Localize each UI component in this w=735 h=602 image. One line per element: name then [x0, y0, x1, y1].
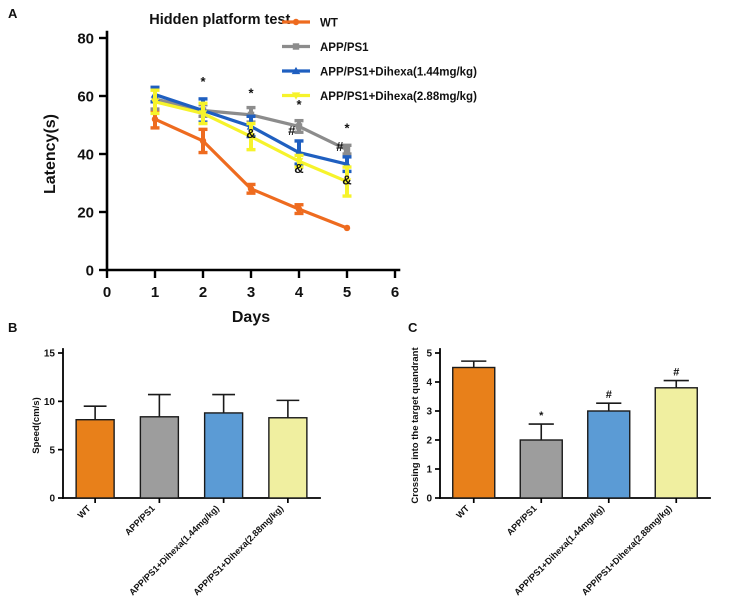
legend-label: WT	[320, 18, 338, 30]
significance-marker: #	[606, 389, 612, 401]
x-tick-label: 2	[199, 284, 207, 301]
series-4	[150, 88, 352, 198]
data-point-marker	[246, 133, 256, 141]
panel-c-y-axis-title: Crossing into the target quandrant	[410, 347, 421, 504]
y-tick-label: 5	[426, 349, 432, 360]
significance-marker: #	[288, 123, 296, 138]
bar[interactable]	[139, 416, 180, 499]
bar-group-2: APP/PS1	[123, 393, 180, 537]
y-tick-label: 0	[49, 494, 55, 505]
x-tick-label: WT	[76, 503, 93, 520]
data-point-marker	[342, 178, 352, 186]
legend-item-2: APP/PS1	[282, 42, 369, 54]
panel-a-svg: Hidden platform test 0 20 40 60 80 0 1 2 3 4 5 6 Late…	[42, 12, 477, 326]
y-tick-label: 2	[426, 436, 432, 447]
panel-letter-c: C	[408, 320, 418, 335]
significance-marker: #	[336, 139, 344, 154]
data-point-marker	[199, 137, 207, 145]
significance-marker: &	[294, 161, 303, 176]
y-tick-label: 80	[77, 31, 94, 48]
x-tick-label: 5	[343, 284, 351, 301]
bar[interactable]	[587, 410, 631, 499]
significance-marker: *	[248, 85, 254, 100]
bar-group-1: WT	[452, 360, 496, 520]
panel-c-svg: 0 1 2 3 4 5 Crossing into the target quandrant…	[410, 347, 711, 597]
legend-item-4: APP/PS1+Dihexa(2.88mg/kg)	[282, 91, 477, 103]
y-tick-label: 5	[49, 445, 55, 456]
x-tick-label: 0	[103, 284, 111, 301]
panel-c-plot: 0 1 2 3 4 5 Crossing into the target quandrant…	[410, 347, 711, 597]
bar[interactable]	[654, 387, 698, 499]
data-point-marker	[247, 185, 255, 193]
significance-marker: *	[296, 97, 302, 112]
legend-label: APP/PS1	[320, 42, 369, 54]
y-tick-label: 10	[44, 397, 56, 408]
data-point-marker	[151, 115, 159, 123]
bar[interactable]	[75, 418, 115, 499]
circle-marker	[292, 18, 300, 26]
significance-marker: *	[344, 120, 350, 135]
data-point-marker	[295, 123, 303, 130]
significance-marker: &	[342, 172, 351, 187]
panel-c-bar-chart: 0 1 2 3 4 5 Crossing into the target quandrant…	[380, 315, 735, 602]
panel-a-legend: WT APP/PS1 APP/PS1+Dihexa(1.44mg/kg) APP/PS…	[282, 18, 477, 103]
triangle-up-marker	[291, 66, 301, 75]
x-tick-label: 1	[151, 284, 159, 301]
y-tick-label: 0	[426, 494, 432, 505]
panel-a-title: Hidden platform test	[149, 12, 290, 28]
triangle-down-marker	[291, 92, 301, 100]
bar[interactable]	[452, 366, 496, 499]
panel-b-y-axis-title: Speed(cm/s)	[31, 397, 42, 454]
legend-item-3: APP/PS1+Dihexa(1.44mg/kg)	[282, 67, 477, 79]
panel-a-line-chart: Hidden platform test 0 20 40 60 80 0 1 2 3 4 5 6 Late…	[42, 12, 477, 326]
significance-marker: #	[673, 367, 679, 379]
panel-letter-b: B	[8, 320, 18, 335]
x-tick-label: 6	[391, 284, 399, 301]
y-tick-label: 0	[86, 263, 94, 280]
y-tick-label: 20	[77, 205, 94, 222]
y-tick-label: 40	[77, 147, 94, 164]
panel-letter-a: A	[8, 6, 18, 21]
legend-label: APP/PS1+Dihexa(1.44mg/kg)	[320, 67, 477, 79]
significance-marker: *	[539, 410, 544, 422]
significance-marker: &	[246, 126, 255, 141]
y-tick-label: 15	[44, 349, 56, 360]
bar[interactable]	[519, 439, 563, 499]
bar[interactable]	[268, 417, 308, 499]
data-point-marker	[198, 110, 208, 118]
y-tick-label: 4	[426, 378, 432, 389]
bar[interactable]	[203, 412, 244, 499]
significance-marker: *	[200, 74, 206, 89]
y-tick-label: 60	[77, 89, 94, 106]
legend-item-1: WT	[282, 18, 338, 30]
x-tick-label: APP/PS1	[123, 503, 157, 537]
x-tick-label: 3	[247, 284, 255, 301]
panel-b-bar-chart: 0 5 10 15 Speed(cm/s) WT APP/PS1 APP/PS1+Dihexa…	[0, 315, 380, 602]
panel-a-x-axis-title: Days	[232, 309, 270, 326]
data-point-marker	[343, 146, 351, 153]
data-point-marker	[294, 158, 304, 166]
data-point-marker	[295, 205, 303, 213]
bar-group-1: WT	[75, 405, 115, 520]
data-point-marker	[343, 224, 351, 232]
x-tick-label: WT	[454, 503, 471, 520]
x-tick-label: 4	[295, 284, 304, 301]
data-point-marker	[150, 98, 160, 106]
square-marker	[292, 43, 300, 50]
panel-a-y-axis-title: Latency(s)	[42, 114, 59, 194]
y-tick-label: 3	[426, 407, 432, 418]
y-tick-label: 1	[426, 465, 432, 476]
panel-a-plot: Hidden platform test 0 20 40 60 80 0 1 2 3 4 5 6 Late…	[42, 12, 401, 326]
legend-label: APP/PS1+Dihexa(2.88mg/kg)	[320, 91, 477, 103]
bar-group-2: APP/PS1 *	[505, 410, 563, 537]
x-tick-label: APP/PS1	[505, 503, 539, 537]
